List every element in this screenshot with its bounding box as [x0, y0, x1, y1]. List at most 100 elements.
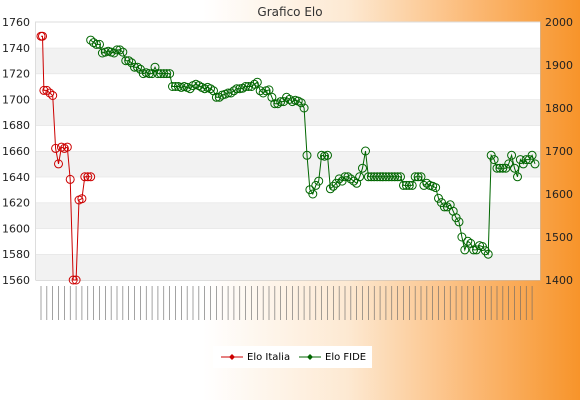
elo-fide-point — [92, 39, 101, 49]
legend-label-elo-italia: Elo Italia — [247, 351, 291, 363]
elo-fide-point — [381, 172, 391, 182]
elo-fide-point — [407, 180, 417, 190]
elo-fide-point — [442, 202, 452, 212]
elo-fide-point — [328, 181, 338, 191]
elo-fide-point — [413, 172, 423, 182]
elo-fide-point — [95, 39, 104, 49]
y-tick-right: 1900 — [545, 59, 573, 72]
y-tick-left: 1740 — [2, 42, 30, 55]
y-tick-right: 1400 — [545, 274, 573, 287]
elo-fide-point — [349, 176, 359, 186]
elo-italia-point — [42, 85, 52, 95]
elo-fide-point — [308, 189, 318, 199]
elo-fide-point — [168, 82, 177, 91]
y-tick-left: 1700 — [2, 93, 30, 106]
y-axis-right: 1400 1500 1600 1700 1800 1900 2000 — [545, 16, 573, 287]
y-tick-left: 1640 — [2, 171, 30, 184]
elo-italia-point — [48, 91, 58, 100]
grid-band — [36, 125, 540, 151]
elo-fide-point — [130, 62, 139, 72]
y-tick-left: 1760 — [2, 16, 30, 29]
elo-fide-point — [206, 84, 215, 94]
elo-fide-point — [162, 69, 172, 79]
elo-fide-point — [86, 35, 96, 45]
elo-fide-point — [244, 82, 253, 91]
elo-fide-point — [463, 236, 473, 246]
elo-fide-point — [232, 84, 242, 94]
elo-italia-point — [39, 85, 49, 95]
elo-fide-point — [156, 69, 166, 79]
elo-fide-point — [133, 62, 142, 72]
y-tick-left: 1660 — [2, 145, 30, 158]
elo-fide-point — [334, 174, 344, 184]
elo-fide-point — [369, 172, 379, 182]
elo-fide-point — [454, 217, 464, 227]
grid-band — [36, 151, 540, 177]
elo-fide-point — [419, 180, 429, 190]
y-tick-left: 1580 — [2, 248, 30, 261]
y-tick-left: 1560 — [2, 274, 30, 287]
elo-fide-point — [127, 58, 137, 68]
legend-marker-elo-fide — [299, 354, 321, 360]
elo-fide-point — [165, 69, 175, 79]
y-axis-left: 1560 1580 1600 1620 1640 1660 1680 1700 1720 1740… — [2, 16, 30, 287]
legend-item-elo-italia[interactable]: Elo Italia — [221, 351, 290, 363]
elo-fide-point — [171, 82, 180, 91]
elo-fide-point — [325, 184, 335, 194]
elo-fide-point — [258, 88, 268, 98]
elo-fide-point — [495, 163, 505, 173]
legend-item-elo-fide[interactable]: Elo FIDE — [299, 351, 366, 363]
y-tick-left: 1680 — [2, 119, 30, 132]
elo-fide-point — [384, 172, 394, 182]
elo-fide-point — [489, 155, 499, 165]
grid-band — [36, 99, 540, 126]
elo-fide-point — [118, 47, 128, 57]
legend: Elo Italia Elo FIDE — [213, 346, 372, 368]
x-axis-ticks — [40, 286, 533, 320]
elo-fide-point — [469, 245, 479, 255]
elo-fide-point — [527, 150, 537, 160]
elo-fide-point — [285, 94, 294, 104]
elo-fide-point — [355, 172, 365, 182]
elo-italia-point — [71, 275, 81, 285]
elo-fide-point — [153, 69, 163, 79]
elo-fide-point — [530, 159, 540, 169]
elo-italia-point — [38, 31, 47, 41]
elo-italia-point — [65, 174, 75, 184]
elo-fide-point — [372, 172, 382, 182]
grid-band — [36, 202, 540, 229]
grid-band — [36, 47, 540, 74]
elo-fide-point — [401, 180, 411, 190]
grid-band — [36, 176, 540, 203]
elo-fide-point — [276, 97, 286, 107]
elo-fide-point — [504, 159, 514, 169]
y-tick-right: 1800 — [545, 102, 573, 115]
elo-fide-point — [223, 88, 233, 98]
elo-italia-point — [45, 88, 55, 98]
y-tick-right: 2000 — [545, 16, 573, 29]
elo-fide-point — [460, 245, 470, 255]
elo-fide-point — [299, 103, 309, 113]
elo-fide-point — [185, 84, 195, 94]
y-tick-left: 1620 — [2, 197, 30, 210]
elo-fide-point — [507, 150, 517, 160]
elo-fide-point — [282, 92, 291, 102]
elo-fide-point — [241, 82, 251, 91]
y-tick-right: 1500 — [545, 231, 573, 244]
elo-fide-point — [457, 232, 467, 242]
elo-fide-point — [124, 56, 134, 66]
grid-band — [36, 73, 540, 100]
elo-fide-point — [302, 150, 312, 160]
legend-marker-elo-italia — [221, 354, 243, 360]
elo-fide-point — [89, 38, 99, 48]
elo-fide-point — [439, 202, 449, 212]
elo-fide-point — [343, 172, 353, 182]
elo-fide-point — [323, 150, 332, 160]
elo-fide-point — [358, 163, 367, 173]
legend-label-elo-fide: Elo FIDE — [325, 351, 367, 363]
elo-fide-point — [144, 69, 154, 79]
elo-fide-point — [340, 172, 350, 182]
elo-italia-point — [77, 194, 87, 204]
y-tick-right: 1700 — [545, 145, 573, 158]
